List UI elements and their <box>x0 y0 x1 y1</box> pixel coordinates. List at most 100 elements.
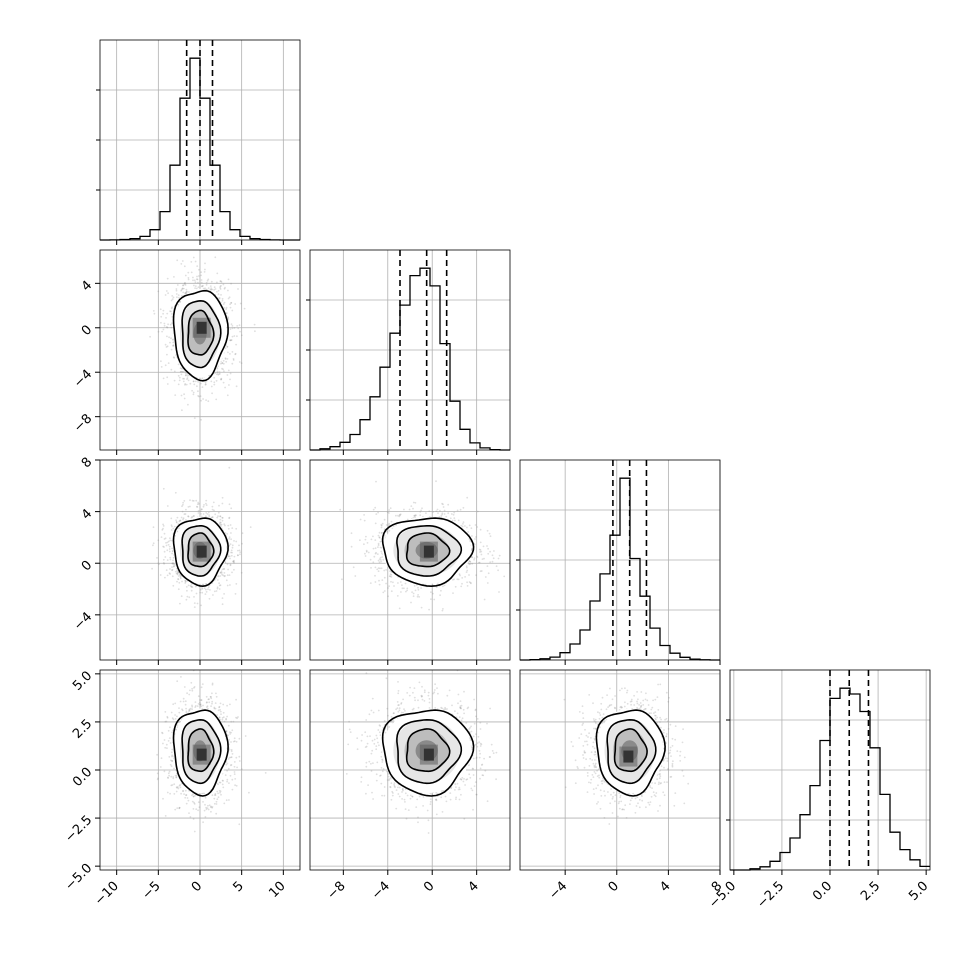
scatter-point <box>217 515 219 517</box>
scatter-point <box>374 539 377 541</box>
scatter-point <box>471 535 473 537</box>
scatter-point <box>208 514 211 516</box>
scatter-point <box>176 571 179 574</box>
scatter-point <box>152 310 155 312</box>
scatter-point <box>157 539 160 542</box>
scatter-point <box>204 816 207 818</box>
scatter-point <box>171 295 174 297</box>
scatter-point <box>177 786 179 788</box>
scatter-point <box>474 538 476 540</box>
scatter-point <box>420 587 422 589</box>
scatter-point <box>441 609 444 612</box>
scatter-point <box>199 591 202 594</box>
scatter-point <box>201 587 204 590</box>
scatter-point <box>465 565 468 567</box>
scatter-point <box>441 512 444 515</box>
contour-level-2 <box>396 525 463 577</box>
scatter-point <box>179 519 182 522</box>
scatter-point <box>223 567 226 570</box>
scatter-point <box>202 398 205 400</box>
scatter-point <box>152 542 155 545</box>
scatter-point <box>202 284 204 287</box>
scatter-point <box>223 301 226 304</box>
scatter-point <box>165 544 168 547</box>
scatter-point <box>221 502 224 505</box>
scatter-point <box>369 582 372 584</box>
scatter-point <box>169 573 172 575</box>
scatter-point <box>175 572 178 575</box>
scatter-point <box>229 584 231 586</box>
scatter-point <box>169 558 172 561</box>
scatter-point <box>183 397 186 400</box>
scatter-point <box>229 372 232 375</box>
scatter-point <box>227 316 230 319</box>
scatter-point <box>157 290 160 293</box>
scatter-point <box>211 683 214 686</box>
scatter-point <box>215 379 218 382</box>
scatter-point <box>166 335 168 338</box>
scatter-point <box>230 282 233 285</box>
scatter-point <box>232 358 235 360</box>
scatter-point <box>178 581 181 584</box>
marginal-panel-0 <box>96 39 301 245</box>
scatter-point <box>216 367 219 370</box>
scatter-point <box>173 793 176 795</box>
scatter-point <box>478 561 480 564</box>
pair-panel-0-3 <box>95 669 301 875</box>
scatter-point <box>217 575 220 578</box>
scatter-point <box>190 585 193 588</box>
scatter-point <box>454 519 456 522</box>
scatter-point <box>166 353 168 356</box>
scatter-point <box>164 343 167 346</box>
scatter-point <box>479 528 482 531</box>
scatter-point <box>222 368 225 371</box>
scatter-point <box>376 553 379 555</box>
scatter-point <box>387 524 390 526</box>
scatter-point <box>219 572 222 574</box>
scatter-point <box>170 299 173 302</box>
scatter-point <box>221 367 223 370</box>
scatter-point <box>226 345 229 348</box>
scatter-point <box>216 586 219 589</box>
panel-frame <box>309 459 511 661</box>
scatter-point <box>196 278 198 280</box>
scatter-point <box>435 510 438 513</box>
scatter-point <box>466 581 468 584</box>
scatter-point <box>192 276 194 279</box>
scatter-point <box>181 409 183 412</box>
scatter-point <box>196 385 198 388</box>
scatter-point <box>417 586 419 589</box>
scatter-point <box>233 765 236 768</box>
scatter-point <box>176 296 178 299</box>
scatter-point <box>205 588 207 591</box>
scatter-point <box>473 543 476 546</box>
scatter-point <box>249 526 252 528</box>
scatter-point <box>172 562 174 564</box>
scatter-point <box>166 505 169 507</box>
scatter-point <box>179 602 181 605</box>
scatter-point <box>207 586 210 589</box>
scatter-point <box>210 288 213 291</box>
scatter-point <box>191 586 194 589</box>
scatter-point <box>197 395 200 397</box>
scatter-point <box>389 507 392 510</box>
scatter-point <box>224 357 227 359</box>
scatter-point <box>442 585 444 588</box>
scatter-point <box>166 277 169 280</box>
scatter-point <box>182 291 185 294</box>
scatter-point <box>221 362 224 365</box>
scatter-point <box>491 560 494 563</box>
panel-frame <box>519 459 721 661</box>
scatter-point <box>175 354 178 356</box>
scatter-point <box>219 515 222 518</box>
scatter-point <box>220 570 223 573</box>
scatter-point <box>198 503 200 505</box>
scatter-point <box>377 534 380 537</box>
scatter-point <box>233 773 236 775</box>
scatter-point <box>182 284 184 287</box>
scatter-point <box>190 271 193 274</box>
scatter-point <box>440 589 442 592</box>
scatter-point <box>185 519 187 521</box>
scatter-point <box>236 554 239 557</box>
scatter-point <box>207 707 209 710</box>
